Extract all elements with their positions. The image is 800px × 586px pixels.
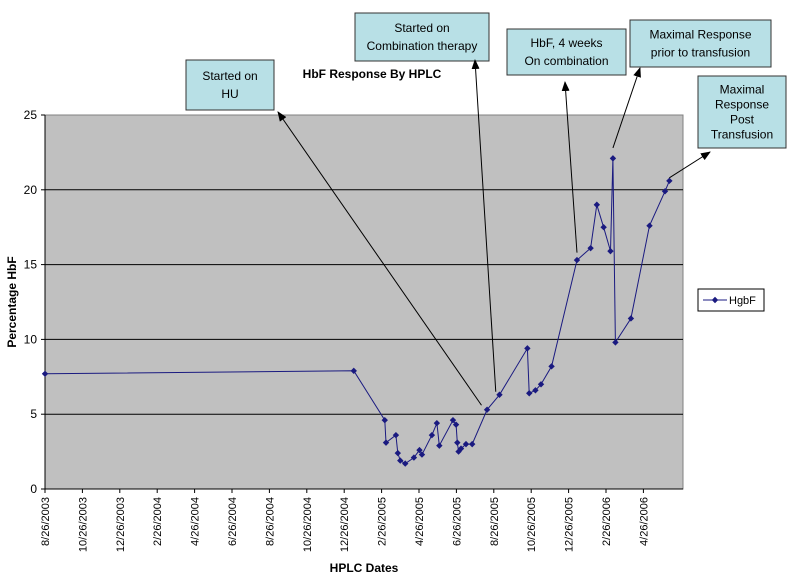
x-tick-label: 2/26/2004: [152, 497, 164, 546]
x-tick-label: 8/26/2004: [264, 497, 276, 546]
x-tick-label: 12/26/2004: [339, 497, 351, 552]
data-point: [600, 224, 607, 231]
data-point: [483, 406, 491, 413]
data-point: [410, 454, 418, 461]
annotation-arrow: [612, 67, 641, 149]
data-point: [593, 201, 601, 208]
data-point: [468, 440, 476, 448]
data-point: [382, 439, 390, 446]
annotation-arrow: [669, 151, 711, 179]
annotation-text: Started on: [202, 69, 257, 83]
data-point: [433, 419, 441, 427]
x-tick-label: 10/26/2003: [77, 497, 89, 552]
x-tick-label: 6/26/2005: [451, 497, 463, 546]
x-tick-label: 4/26/2006: [638, 497, 650, 546]
data-point: [612, 339, 619, 346]
annotation: Started on HU: [185, 59, 482, 406]
data-point: [457, 445, 465, 452]
annotation-text: prior to transfusion: [651, 46, 750, 60]
annotation-text: On combination: [524, 54, 608, 68]
x-tick-label: 12/26/2005: [564, 497, 576, 552]
y-tick-label: 20: [24, 183, 38, 197]
annotation-text: Response: [715, 98, 769, 112]
annotation-box: [506, 28, 627, 76]
x-tick-label: 8/26/2003: [40, 497, 52, 546]
annotation-text: HU: [221, 87, 238, 101]
data-point: [526, 390, 533, 397]
x-tick-label: 10/26/2004: [302, 497, 314, 552]
annotation-text: Maximal Response: [649, 28, 751, 42]
data-point: [381, 416, 388, 424]
data-point: [548, 363, 555, 370]
data-point: [428, 431, 436, 439]
data-point: [532, 387, 539, 394]
data-point: [454, 439, 461, 446]
annotation: Maximal Response prior to transfusion: [612, 19, 772, 149]
annotation: HbF, 4 weeks On combination: [506, 28, 627, 253]
annotation-text: HbF, 4 weeks: [530, 36, 602, 50]
y-tick-label: 0: [30, 482, 37, 496]
data-point: [394, 449, 401, 457]
y-tick-label: 10: [24, 332, 38, 346]
annotation-box: [629, 19, 772, 68]
legend: HgbF: [697, 288, 765, 312]
annotation-box: [697, 75, 787, 149]
x-tick-label: 4/26/2004: [190, 497, 202, 546]
annotation-box: [185, 59, 275, 111]
data-point: [397, 457, 404, 464]
x-tick-label: 6/26/2004: [227, 497, 239, 546]
data-point: [436, 442, 443, 449]
data-point: [416, 446, 423, 454]
annotation-arrow: [561, 81, 578, 253]
legend-label: HgbF: [729, 295, 756, 307]
data-point: [607, 247, 614, 255]
data-point: [41, 370, 49, 378]
x-tick-label: 12/26/2003: [115, 497, 127, 552]
x-tick-label: 10/26/2005: [526, 497, 538, 552]
data-point: [587, 244, 594, 252]
annotation-arrow: [471, 59, 497, 392]
legend-marker: [711, 296, 719, 304]
annotation-text: Combination therapy: [367, 39, 478, 53]
y-axis-label: Percentage HbF: [5, 256, 19, 347]
data-point: [646, 222, 653, 229]
x-tick-label: 4/26/2005: [414, 497, 426, 546]
x-tick-label: 2/26/2005: [377, 497, 389, 546]
legend-box: [697, 288, 765, 312]
data-point: [496, 391, 503, 398]
y-tick-label: 25: [24, 108, 38, 122]
data-point: [627, 315, 635, 322]
data-point: [418, 451, 426, 458]
data-point: [661, 188, 669, 195]
data-point: [537, 381, 545, 388]
data-point: [462, 440, 470, 448]
data-point: [392, 431, 400, 439]
annotation-text: Transfusion: [711, 128, 773, 142]
data-point: [452, 421, 460, 428]
annotation-box: [354, 12, 490, 62]
x-tick-label: 8/26/2005: [489, 497, 501, 546]
x-tick-label: 2/26/2006: [601, 497, 613, 546]
data-point: [573, 256, 581, 264]
annotation: Started on Combination therapy: [354, 12, 497, 392]
data-point: [609, 155, 617, 162]
data-point: [524, 345, 531, 352]
x-axis-label: HPLC Dates: [330, 561, 399, 575]
y-tick-label: 5: [30, 407, 37, 421]
data-point: [449, 416, 457, 424]
chart-title: HbF Response By HPLC: [303, 67, 442, 81]
y-tick-label: 15: [24, 258, 38, 272]
annotation-text: Started on: [394, 21, 449, 35]
data-point: [666, 177, 673, 185]
annotation-text: Post: [730, 113, 755, 127]
plot-area: [44, 114, 684, 490]
annotation-text: Maximal: [720, 83, 765, 97]
annotation-arrow: [277, 111, 482, 406]
data-point: [350, 367, 357, 375]
data-point: [402, 460, 409, 467]
